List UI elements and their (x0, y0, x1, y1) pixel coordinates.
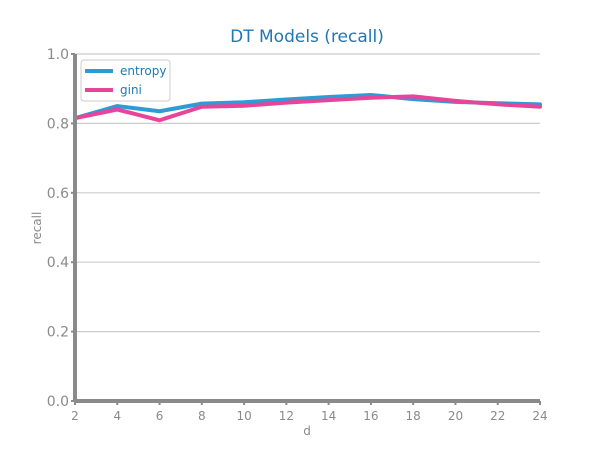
grid-lines (75, 53, 540, 402)
y-tick-labels: 0.0 0.2 0.4 0.6 0.8 1.0 (47, 47, 69, 410)
series-layer (73, 92, 542, 123)
axes (71, 53, 541, 405)
y-tick-label: 1.0 (47, 47, 69, 63)
x-tick-label: 10 (236, 409, 251, 423)
x-tick-label: 18 (406, 409, 421, 423)
x-tick-label: 14 (321, 409, 336, 423)
legend-label-entropy: entropy (120, 64, 166, 78)
legend-label-gini: gini (120, 83, 142, 97)
x-tick-label: 20 (448, 409, 463, 423)
legend: entropy gini (80, 59, 171, 102)
x-tick-label: 24 (532, 409, 547, 423)
x-tick-label: 12 (279, 409, 294, 423)
x-axis-label: d (303, 424, 311, 438)
x-tick-label: 6 (156, 409, 164, 423)
y-tick-label: 0.6 (47, 186, 69, 202)
x-tick-label: 8 (198, 409, 206, 423)
y-tick-label: 0.4 (47, 255, 69, 271)
chart-title: DT Models (recall) (230, 27, 384, 47)
x-tick-labels: 2 4 6 8 10 12 14 16 18 20 22 24 (71, 409, 547, 423)
x-tick-label: 22 (490, 409, 505, 423)
x-tick-label: 2 (71, 409, 79, 423)
x-tick-label: 16 (363, 409, 378, 423)
series-line-gini (73, 94, 542, 123)
y-tick-label: 0.2 (47, 325, 69, 341)
y-tick-label: 0.0 (47, 394, 69, 410)
x-tick-label: 4 (113, 409, 121, 423)
y-tick-label: 0.8 (47, 116, 69, 132)
y-axis-label: recall (30, 212, 44, 245)
